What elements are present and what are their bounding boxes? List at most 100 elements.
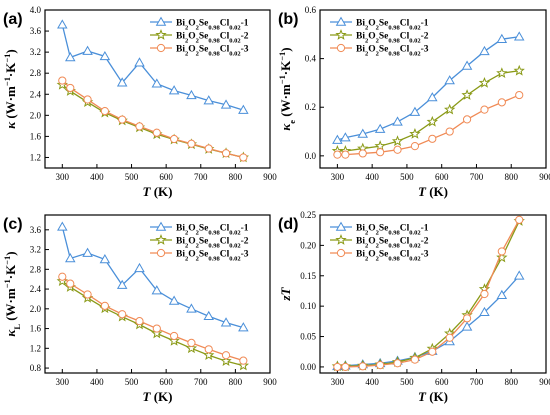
x-tick-label: 500 [400, 377, 414, 387]
legend-label-2: Bi2O2Se0.98Cl0.02-2 [356, 32, 429, 45]
y-axis-title: κL (W·m−1·K−1) [2, 251, 22, 336]
data-point-series-1 [392, 116, 403, 126]
y-tick-label: 0.15 [300, 271, 316, 281]
data-point-series-3 [410, 142, 420, 151]
y-tick-label: 2.4 [30, 284, 42, 294]
data-point-series-3 [135, 317, 144, 326]
x-tick-label: 700 [470, 377, 484, 387]
y-tick-label: 3.2 [30, 245, 41, 255]
data-point-series-3 [58, 76, 67, 85]
data-point-series-2 [220, 355, 232, 366]
legend-label-2: Bi2O2Se0.98Cl0.02-2 [176, 237, 249, 250]
x-tick-label: 800 [229, 172, 243, 182]
data-point-series-1 [65, 253, 76, 263]
data-point-series-3 [410, 355, 420, 364]
data-point-series-3 [118, 115, 127, 124]
data-point-series-1 [238, 104, 249, 114]
data-point-series-1 [220, 317, 232, 327]
data-point-series-1 [513, 270, 525, 280]
data-point-series-2 [409, 128, 421, 139]
legend-marker-3 [336, 248, 346, 258]
data-point-series-3 [462, 314, 472, 323]
data-point-series-3 [221, 149, 231, 158]
data-point-series-3 [341, 362, 350, 372]
data-point-series-3 [100, 301, 109, 310]
data-point-series-3 [497, 247, 506, 256]
y-axis-title: zT [278, 286, 293, 301]
x-tick-label: 800 [229, 377, 243, 387]
data-point-series-1 [151, 78, 163, 88]
x-axis-title: T (K) [143, 184, 173, 199]
data-point-series-1 [134, 262, 145, 273]
data-point-series-1 [461, 321, 473, 331]
x-tick-label: 600 [435, 172, 449, 182]
x-axis-title: T (K) [143, 389, 173, 404]
x-tick-label: 300 [331, 377, 345, 387]
data-point-series-1 [461, 60, 473, 70]
data-point-series-3 [428, 134, 437, 143]
legend-label-1: Bi2O2Se0.98Cl0.02-1 [356, 224, 429, 237]
data-point-series-1 [444, 75, 455, 85]
x-tick-label: 400 [365, 172, 379, 182]
x-axis-title: T (K) [418, 184, 448, 199]
data-point-series-3 [445, 333, 454, 342]
data-point-series-3 [239, 356, 248, 365]
data-point-series-3 [58, 272, 67, 281]
data-point-series-3 [358, 362, 367, 371]
data-point-series-3 [341, 150, 350, 159]
data-point-series-1 [168, 85, 180, 95]
legend-label-3: Bi2O2Se0.98Cl0.02-3 [356, 250, 429, 263]
legend-label-1: Bi2O2Se0.98Cl0.02-1 [356, 19, 429, 32]
y-tick-label: 1.2 [30, 343, 41, 353]
legend-marker-1 [155, 221, 167, 231]
legend-label-1: Bi2O2Se0.98Cl0.02-1 [176, 19, 249, 32]
data-point-series-3 [445, 127, 454, 136]
data-point-series-1 [409, 106, 421, 116]
data-point-series-3 [462, 115, 472, 124]
data-point-series-1 [82, 247, 93, 257]
series-line-2 [61, 84, 244, 159]
data-point-series-1 [65, 51, 76, 62]
data-point-series-1 [57, 221, 68, 231]
y-tick-label: 4.0 [30, 5, 42, 15]
panel-label: (b) [278, 11, 298, 28]
y-tick-label: 1.6 [30, 324, 42, 334]
y-tick-label: 3.6 [30, 225, 42, 235]
data-point-series-3 [515, 215, 524, 224]
y-tick-label: 2.8 [30, 68, 42, 78]
data-point-series-1 [57, 19, 68, 29]
x-tick-label: 700 [194, 172, 208, 182]
legend-marker-2 [335, 29, 347, 40]
data-point-series-2 [203, 349, 215, 361]
data-point-series-1 [238, 322, 249, 332]
data-point-series-2 [478, 76, 491, 88]
y-tick-label: 0.2 [305, 102, 316, 112]
data-point-series-3 [515, 90, 524, 100]
data-point-series-2 [426, 115, 438, 127]
data-point-series-2 [237, 359, 250, 371]
data-point-series-2 [168, 334, 180, 346]
y-tick-label: 0.10 [300, 301, 316, 311]
data-point-series-1 [340, 132, 351, 142]
legend-label-1: Bi2O2Se0.98Cl0.02-1 [176, 224, 249, 237]
data-point-series-1 [203, 310, 214, 321]
legend-marker-1 [155, 16, 167, 26]
y-tick-label: 0.20 [300, 240, 316, 250]
plot-frame [319, 214, 547, 374]
y-tick-label: 0.25 [300, 210, 316, 220]
data-point-series-3 [118, 310, 127, 319]
data-point-series-1 [151, 285, 163, 295]
data-point-series-1 [479, 45, 490, 56]
data-point-series-3 [358, 149, 367, 158]
series-line-3 [61, 80, 244, 159]
data-point-series-1 [99, 50, 111, 61]
data-point-series-3 [170, 331, 179, 341]
data-point-series-3 [187, 139, 196, 148]
x-tick-label: 600 [159, 377, 173, 387]
data-point-series-1 [357, 128, 369, 138]
data-point-series-3 [152, 128, 161, 137]
data-point-series-3 [393, 145, 402, 154]
panel-label: (a) [3, 11, 23, 28]
x-tick-label: 700 [470, 172, 484, 182]
x-tick-label: 400 [90, 172, 104, 182]
